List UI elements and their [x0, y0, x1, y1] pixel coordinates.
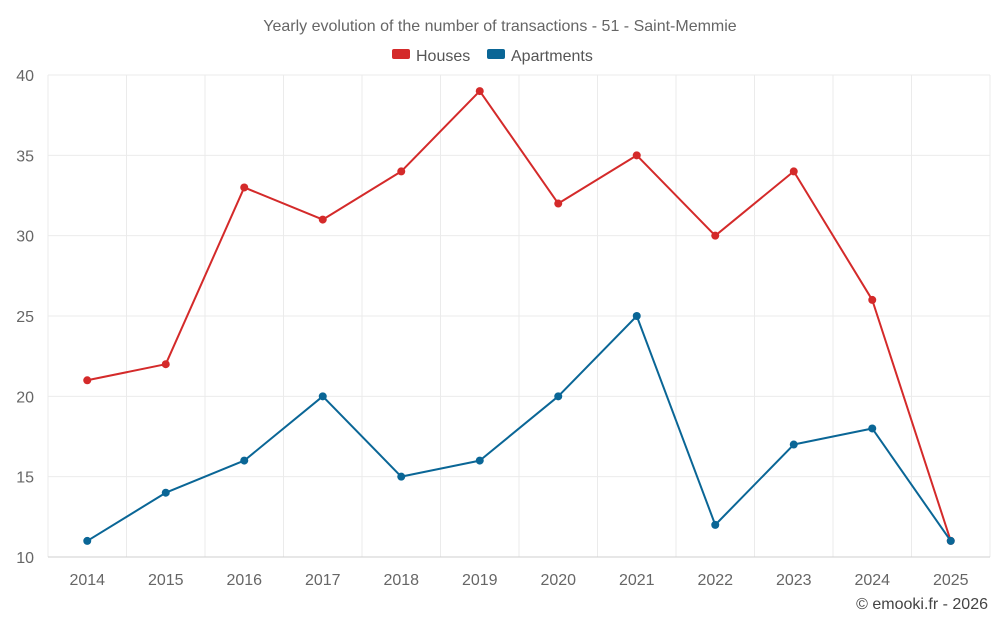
y-tick-label-0: 10	[16, 550, 34, 567]
series-layer	[83, 87, 955, 545]
x-tick-label-2022: 2022	[697, 572, 733, 589]
point-houses-2020[interactable]	[554, 199, 563, 208]
point-apartments-2021[interactable]	[632, 312, 641, 320]
x-axis-ticks: 2014 2015 2016 2017 2018 2019 2020 2021 2022 2023…	[69, 572, 968, 589]
x-tick-label-2017: 2017	[305, 572, 341, 589]
point-apartments-2019[interactable]	[475, 456, 484, 465]
point-houses-2016[interactable]	[240, 183, 249, 192]
point-apartments-2025[interactable]	[946, 536, 955, 545]
point-houses-2019[interactable]	[475, 87, 484, 96]
point-apartments-2024[interactable]	[868, 424, 877, 433]
y-tick-label-2: 20	[16, 389, 34, 406]
gridlines	[47, 74, 991, 558]
point-apartments-2016[interactable]	[240, 456, 249, 465]
legend-swatch-houses	[392, 49, 410, 59]
legend-swatch-apartments	[487, 49, 505, 59]
point-apartments-2022[interactable]	[711, 520, 720, 529]
point-apartments-2015[interactable]	[161, 488, 170, 497]
series-line-apartments	[86, 315, 952, 542]
x-tick-label-2024: 2024	[854, 572, 890, 589]
y-tick-label-1: 15	[16, 470, 34, 487]
x-tick-label-2015: 2015	[148, 572, 184, 589]
y-tick-label-3: 25	[16, 309, 34, 326]
point-houses-2017[interactable]	[318, 215, 327, 224]
y-axis-ticks: 10 15 20 25 30 35 40	[16, 68, 34, 567]
y-tick-label-6: 40	[16, 68, 34, 85]
point-houses-2015[interactable]	[161, 360, 170, 369]
legend-item-houses[interactable]: Houses	[392, 48, 470, 65]
legend-label-houses: Houses	[416, 48, 470, 65]
point-apartments-2020[interactable]	[554, 392, 563, 401]
x-tick-label-2023: 2023	[776, 572, 812, 589]
y-tick-label-5: 35	[16, 148, 34, 165]
point-apartments-2018[interactable]	[397, 472, 406, 481]
x-tick-label-2018: 2018	[383, 572, 419, 589]
point-houses-2023[interactable]	[789, 167, 798, 176]
series-line-houses	[87, 90, 952, 542]
point-houses-2021[interactable]	[632, 151, 641, 160]
x-tick-label-2021: 2021	[619, 572, 655, 589]
x-tick-label-2020: 2020	[540, 572, 576, 589]
legend-label-apartments: Apartments	[511, 48, 593, 65]
x-tick-label-2016: 2016	[226, 572, 262, 589]
credit-text: © emooki.fr - 2026	[856, 596, 988, 613]
x-tick-label-2014: 2014	[69, 572, 105, 589]
x-tick-label-2019: 2019	[462, 572, 498, 589]
point-houses-2022[interactable]	[711, 231, 720, 240]
point-apartments-2017[interactable]	[318, 392, 327, 401]
legend-item-apartments[interactable]: Apartments	[487, 48, 593, 65]
chart-title: Yearly evolution of the number of transa…	[263, 18, 737, 35]
x-tick-label-2025: 2025	[933, 572, 969, 589]
point-apartments-2023[interactable]	[789, 440, 798, 449]
point-apartments-2014[interactable]	[83, 536, 92, 545]
point-houses-2014[interactable]	[83, 376, 92, 385]
y-tick-label-4: 30	[16, 229, 34, 246]
legend: Houses Apartments	[392, 48, 593, 65]
point-houses-2024[interactable]	[868, 295, 877, 304]
point-houses-2018[interactable]	[397, 167, 406, 176]
